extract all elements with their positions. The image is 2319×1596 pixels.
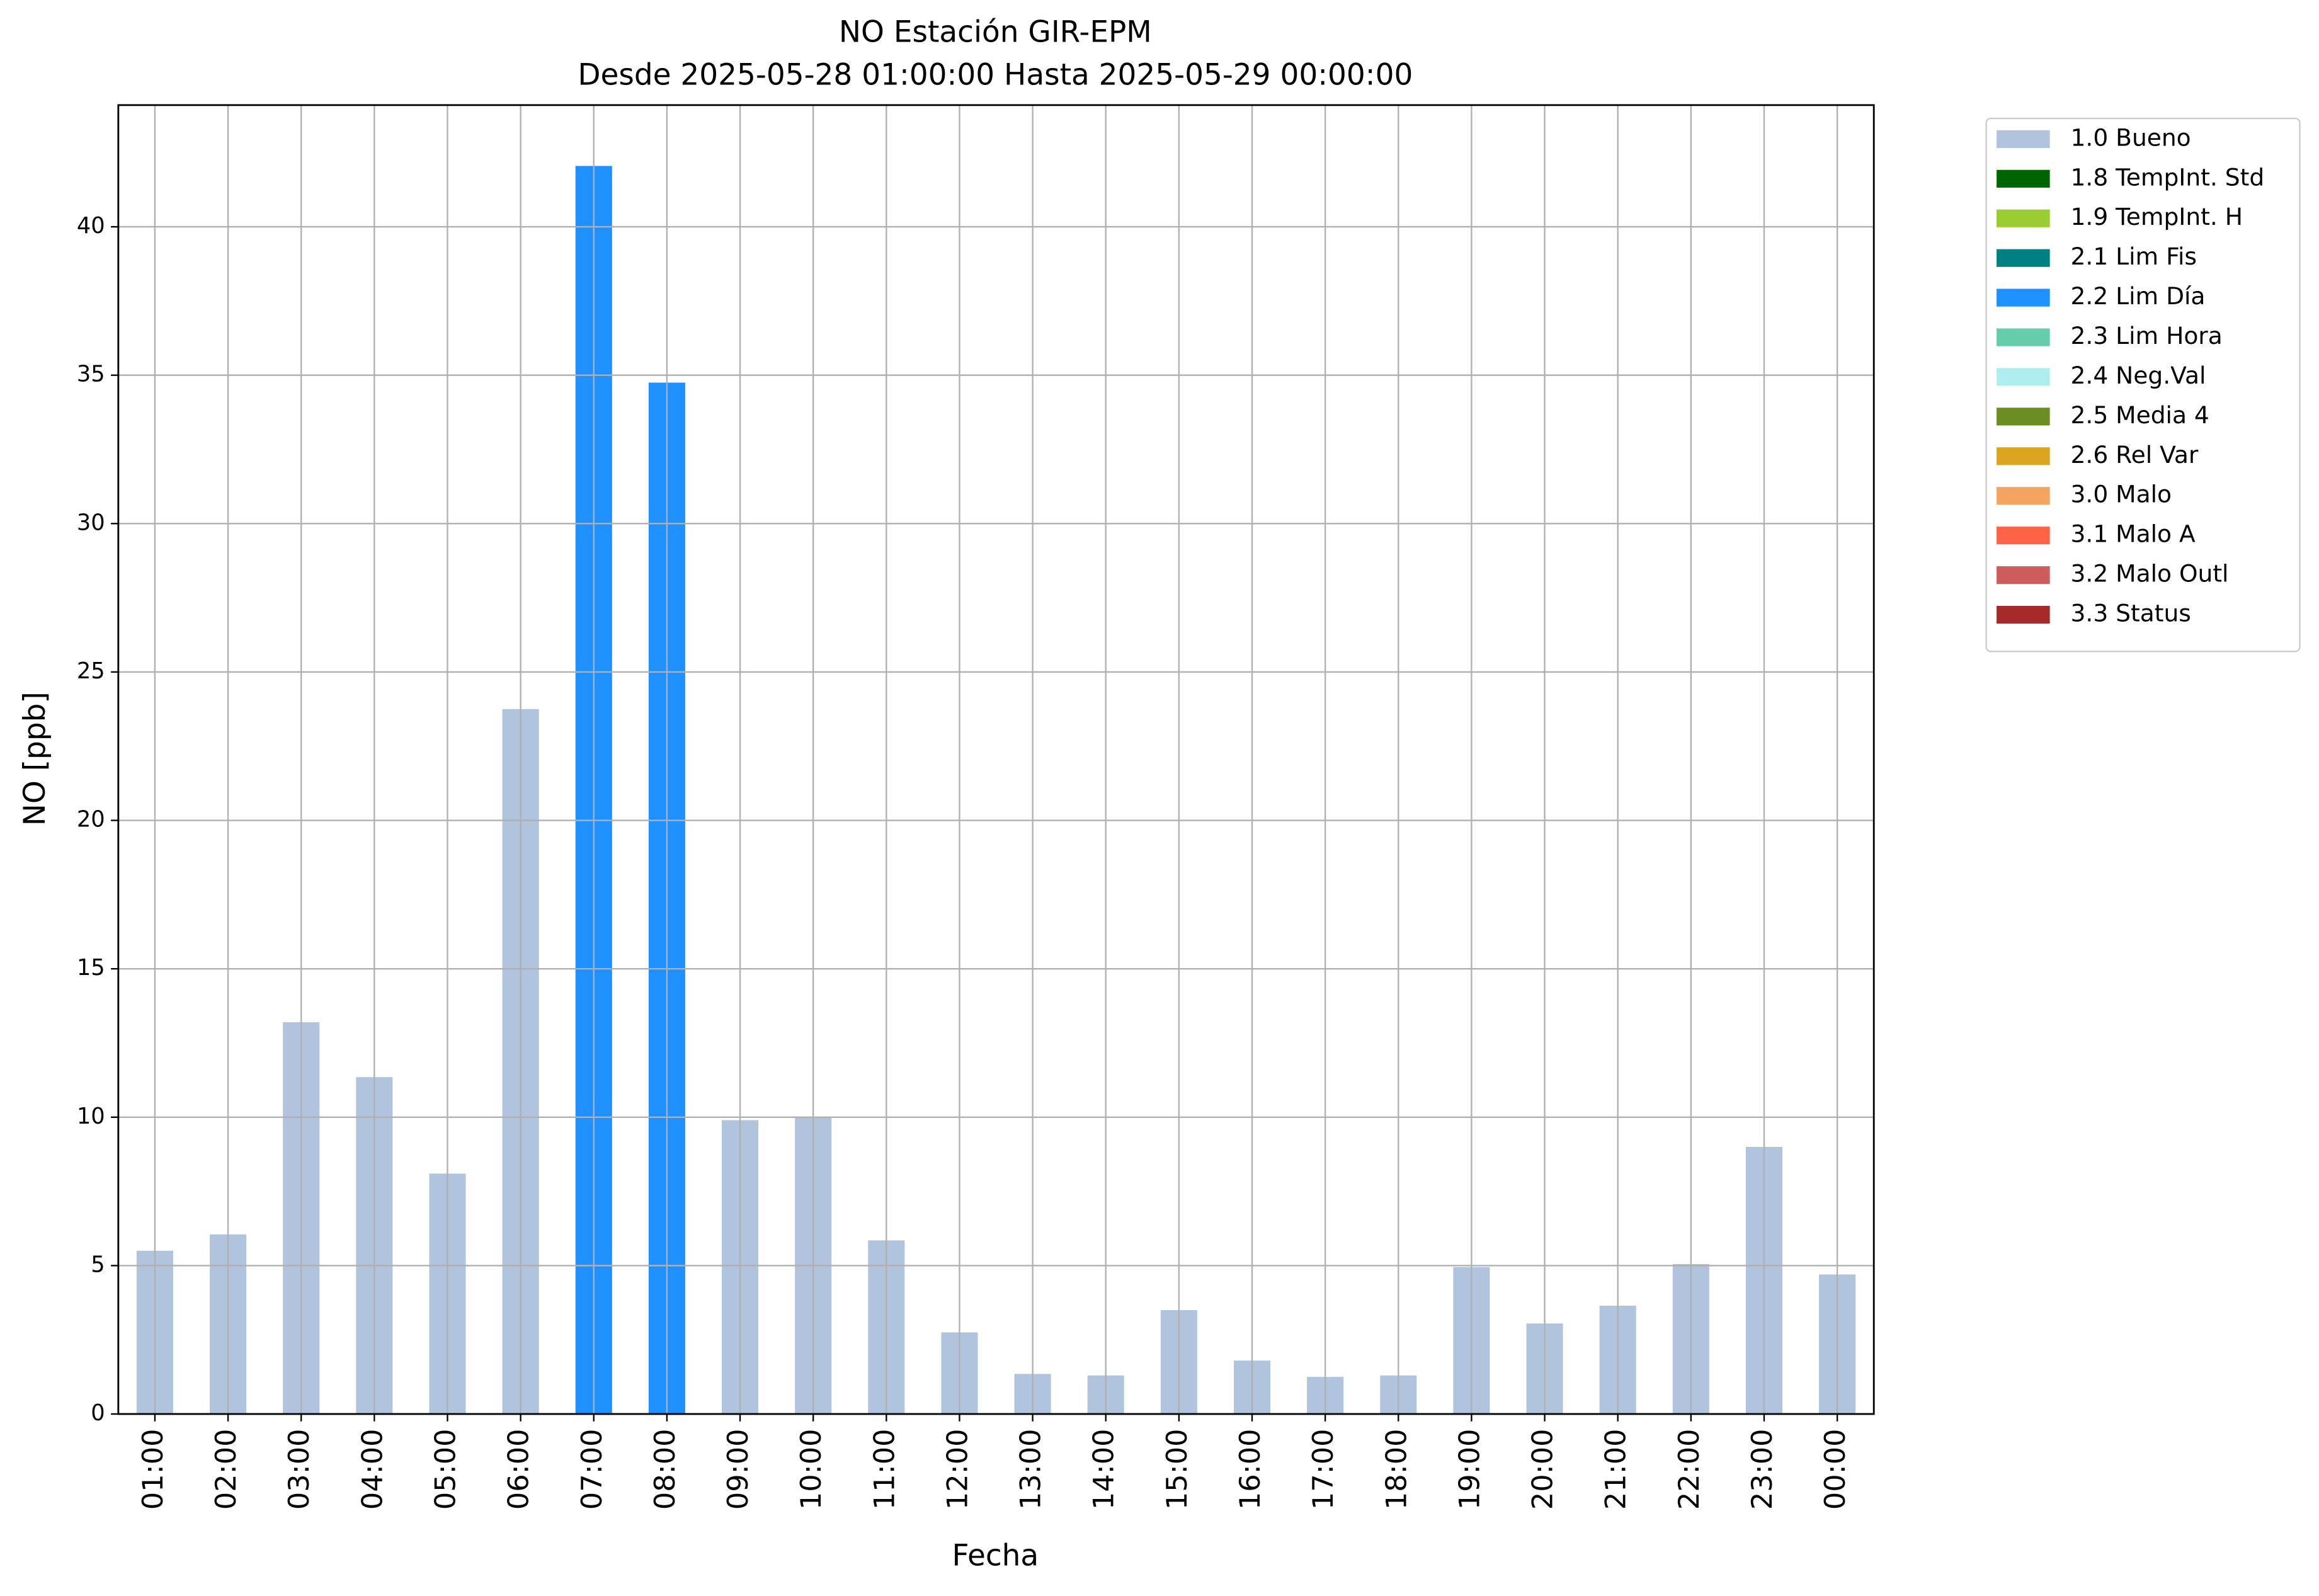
y-tick-label: 10 xyxy=(77,1103,105,1129)
legend-label: 2.5 Media 4 xyxy=(2071,401,2209,429)
y-tick-label: 20 xyxy=(77,807,105,833)
x-tick-label: 01:00 xyxy=(137,1429,169,1510)
legend-label: 2.3 Lim Hora xyxy=(2071,322,2223,350)
legend-label: 1.0 Bueno xyxy=(2071,123,2191,151)
legend-label: 2.4 Neg.Val xyxy=(2071,362,2206,389)
y-tick-label: 0 xyxy=(91,1400,105,1426)
legend-label: 2.2 Lim Día xyxy=(2071,282,2206,310)
x-tick-label: 05:00 xyxy=(429,1429,462,1510)
legend-label: 3.3 Status xyxy=(2071,600,2191,627)
y-tick-label: 30 xyxy=(77,510,105,535)
y-tick-label: 40 xyxy=(77,213,105,239)
x-tick-label: 11:00 xyxy=(868,1429,901,1510)
legend-swatch xyxy=(1997,130,2050,148)
x-tick-label: 07:00 xyxy=(576,1429,608,1510)
legend-swatch xyxy=(1997,368,2050,386)
legend-swatch xyxy=(1997,328,2050,346)
legend-swatch xyxy=(1997,447,2050,465)
legend-label: 1.9 TempInt. H xyxy=(2071,203,2243,231)
legend-label: 3.2 Malo Outl xyxy=(2071,560,2229,588)
legend-label: 3.0 Malo xyxy=(2071,481,2172,508)
x-tick-label: 21:00 xyxy=(1600,1429,1632,1510)
legend-label: 2.1 Lim Fis xyxy=(2071,242,2197,270)
y-axis-label: NO [ppb] xyxy=(18,692,52,826)
legend-swatch xyxy=(1997,169,2050,188)
x-axis-label: Fecha xyxy=(952,1538,1039,1573)
legend-swatch xyxy=(1997,288,2050,307)
legend-swatch xyxy=(1997,249,2050,267)
x-tick-label: 06:00 xyxy=(503,1429,535,1510)
x-tick-label: 03:00 xyxy=(283,1429,316,1510)
legend-label: 3.1 Malo A xyxy=(2071,520,2196,548)
legend-box xyxy=(1985,117,2301,653)
y-tick-label: 5 xyxy=(91,1251,105,1277)
plot-frame xyxy=(117,104,1875,1415)
legend-label: 2.6 Rel Var xyxy=(2071,441,2199,469)
x-tick-label: 15:00 xyxy=(1161,1429,1194,1510)
x-tick-label: 17:00 xyxy=(1307,1429,1340,1510)
y-tick-label: 25 xyxy=(77,658,105,684)
x-tick-label: 12:00 xyxy=(941,1429,974,1510)
x-tick-label: 00:00 xyxy=(1819,1429,1852,1510)
legend-swatch xyxy=(1997,487,2050,505)
chart-subtitle: Desde 2025-05-28 01:00:00 Hasta 2025-05-… xyxy=(578,58,1413,93)
legend-swatch xyxy=(1997,605,2050,624)
x-tick-label: 10:00 xyxy=(795,1429,828,1510)
x-tick-label: 08:00 xyxy=(649,1429,681,1510)
y-tick-label: 35 xyxy=(77,362,105,387)
x-tick-label: 22:00 xyxy=(1673,1429,1706,1510)
x-tick-label: 09:00 xyxy=(722,1429,755,1510)
x-tick-label: 20:00 xyxy=(1527,1429,1559,1510)
x-tick-label: 02:00 xyxy=(210,1429,242,1510)
legend-swatch xyxy=(1997,408,2050,426)
x-tick-label: 18:00 xyxy=(1380,1429,1413,1510)
x-tick-label: 13:00 xyxy=(1015,1429,1047,1510)
legend-label: 1.8 TempInt. Std xyxy=(2071,163,2265,191)
x-tick-label: 04:00 xyxy=(356,1429,389,1510)
x-tick-label: 19:00 xyxy=(1453,1429,1486,1510)
legend-swatch xyxy=(1997,527,2050,545)
x-tick-label: 16:00 xyxy=(1234,1429,1267,1510)
legend-swatch xyxy=(1997,566,2050,584)
x-tick-label: 23:00 xyxy=(1746,1429,1779,1510)
y-tick-label: 15 xyxy=(77,955,105,981)
x-tick-label: 14:00 xyxy=(1088,1429,1120,1510)
legend-swatch xyxy=(1997,209,2050,227)
chart-title: NO Estación GIR-EPM xyxy=(839,15,1152,50)
